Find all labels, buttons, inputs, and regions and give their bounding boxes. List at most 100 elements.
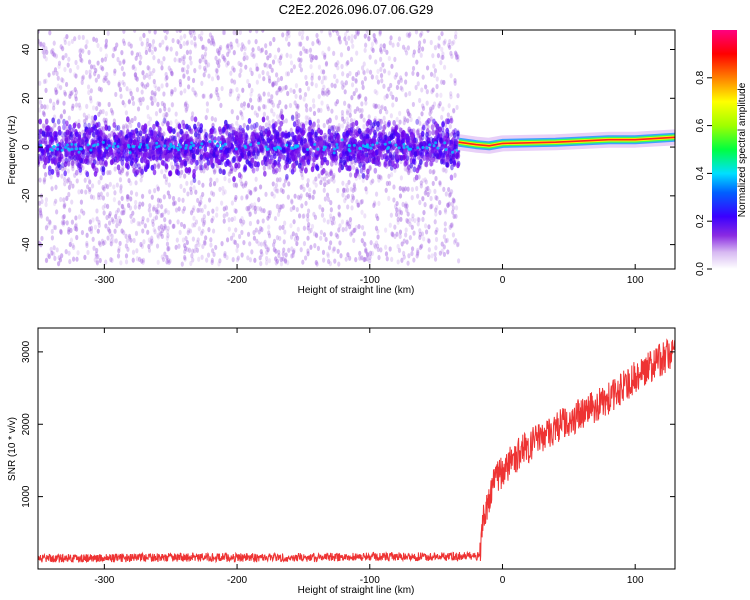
band-point [172,155,177,162]
noise-point [175,30,179,34]
noise-point [146,113,150,120]
noise-point [250,87,254,94]
band-point [279,153,283,160]
band-point [116,164,121,171]
noise-point [146,65,150,71]
noise-point [277,167,282,173]
noise-point [144,49,148,56]
noise-point [209,237,213,243]
noise-point [308,192,312,199]
noise-point [456,57,460,63]
noise-point [149,239,153,245]
noise-point [410,195,414,201]
noise-point [360,113,364,119]
noise-point [201,191,205,198]
noise-point [59,44,63,50]
noise-point [215,206,219,212]
noise-point [177,206,181,212]
noise-point [147,247,152,253]
noise-point [191,87,195,93]
noise-point [74,73,78,79]
noise-point [57,63,61,69]
noise-point [255,66,259,72]
band-point [303,138,308,145]
band-point [331,143,336,150]
noise-point [194,219,199,225]
noise-point [402,120,406,126]
band-point [50,168,55,175]
noise-point [449,91,453,97]
band-point [127,136,132,143]
noise-point [246,255,250,261]
noise-point [230,44,234,50]
noise-point [160,227,165,234]
noise-point [136,106,141,112]
noise-point [432,169,436,175]
noise-point [343,89,347,95]
noise-point [215,48,220,54]
noise-point [155,209,159,215]
band-point [301,155,305,162]
noise-point [186,191,190,197]
band-point [408,140,412,147]
band-point [295,123,300,130]
noise-point [182,187,186,193]
band-point [352,154,356,161]
noise-point [192,30,196,36]
noise-point [156,259,160,265]
noise-point [90,115,94,121]
band-point [143,152,147,159]
band-point [44,127,49,134]
noise-point [312,110,317,117]
noise-point [89,225,94,231]
noise-point [330,220,334,226]
noise-point [61,46,65,52]
noise-point [310,75,314,81]
band-point [334,159,338,166]
band-point [145,138,149,145]
noise-point [338,240,342,246]
noise-point [153,188,157,194]
noise-point [221,30,226,36]
band-point [374,149,379,156]
noise-point [164,176,169,182]
noise-point [442,40,446,46]
noise-point [378,174,382,180]
noise-point [193,68,197,74]
noise-point [65,195,69,201]
noise-point [192,215,196,221]
noise-point [183,245,188,252]
band-point [174,160,178,167]
band-point [261,116,266,123]
band-point [124,148,129,155]
noise-point [266,246,271,252]
band-point [114,148,118,155]
noise-point [67,177,71,183]
noise-point [179,35,183,41]
band-point [228,134,233,141]
noise-point [310,81,314,87]
noise-point [177,243,181,249]
band-point [252,122,257,129]
noise-point [223,176,227,182]
noise-point [83,177,87,183]
noise-point [304,200,308,206]
noise-point [398,207,402,213]
band-point [303,137,307,144]
noise-point [38,213,41,219]
band-point [157,131,162,138]
noise-point [446,202,450,209]
noise-point [392,184,396,190]
noise-point [157,86,161,92]
noise-point [374,103,378,109]
noise-point [282,182,286,188]
noise-point [211,40,216,46]
noise-point [122,81,126,88]
noise-point [139,177,143,183]
noise-point [371,178,375,184]
noise-point [234,194,238,201]
noise-point [323,90,327,96]
noise-point [364,186,368,192]
band-point [376,121,380,128]
noise-point [315,32,319,39]
